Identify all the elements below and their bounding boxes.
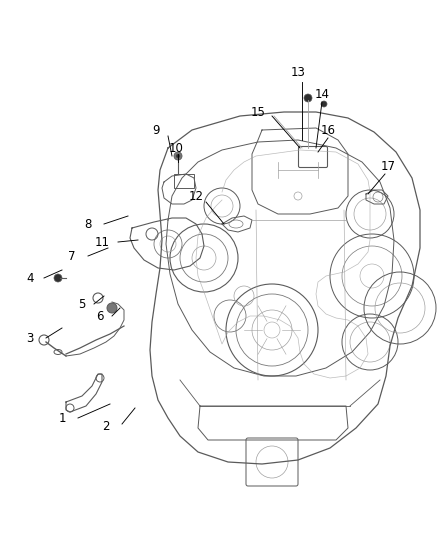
Text: 13: 13 <box>290 66 305 78</box>
Text: 15: 15 <box>251 106 265 118</box>
Text: 7: 7 <box>68 249 76 262</box>
Text: 9: 9 <box>152 124 160 136</box>
Bar <box>174 174 194 188</box>
Text: 5: 5 <box>78 297 86 311</box>
Circle shape <box>174 152 182 160</box>
Text: 12: 12 <box>188 190 204 203</box>
Text: 8: 8 <box>84 217 92 230</box>
Text: 14: 14 <box>314 87 329 101</box>
Circle shape <box>107 303 117 313</box>
Circle shape <box>321 101 327 107</box>
Text: 6: 6 <box>96 310 104 322</box>
Text: 17: 17 <box>381 159 396 173</box>
Text: 11: 11 <box>95 236 110 248</box>
Text: 3: 3 <box>26 332 34 344</box>
Text: 10: 10 <box>169 141 184 155</box>
Circle shape <box>304 94 312 102</box>
Text: 2: 2 <box>102 419 110 432</box>
Text: 4: 4 <box>26 271 34 285</box>
Circle shape <box>176 154 180 158</box>
Circle shape <box>54 274 62 282</box>
Text: 16: 16 <box>321 124 336 136</box>
Text: 1: 1 <box>58 411 66 424</box>
